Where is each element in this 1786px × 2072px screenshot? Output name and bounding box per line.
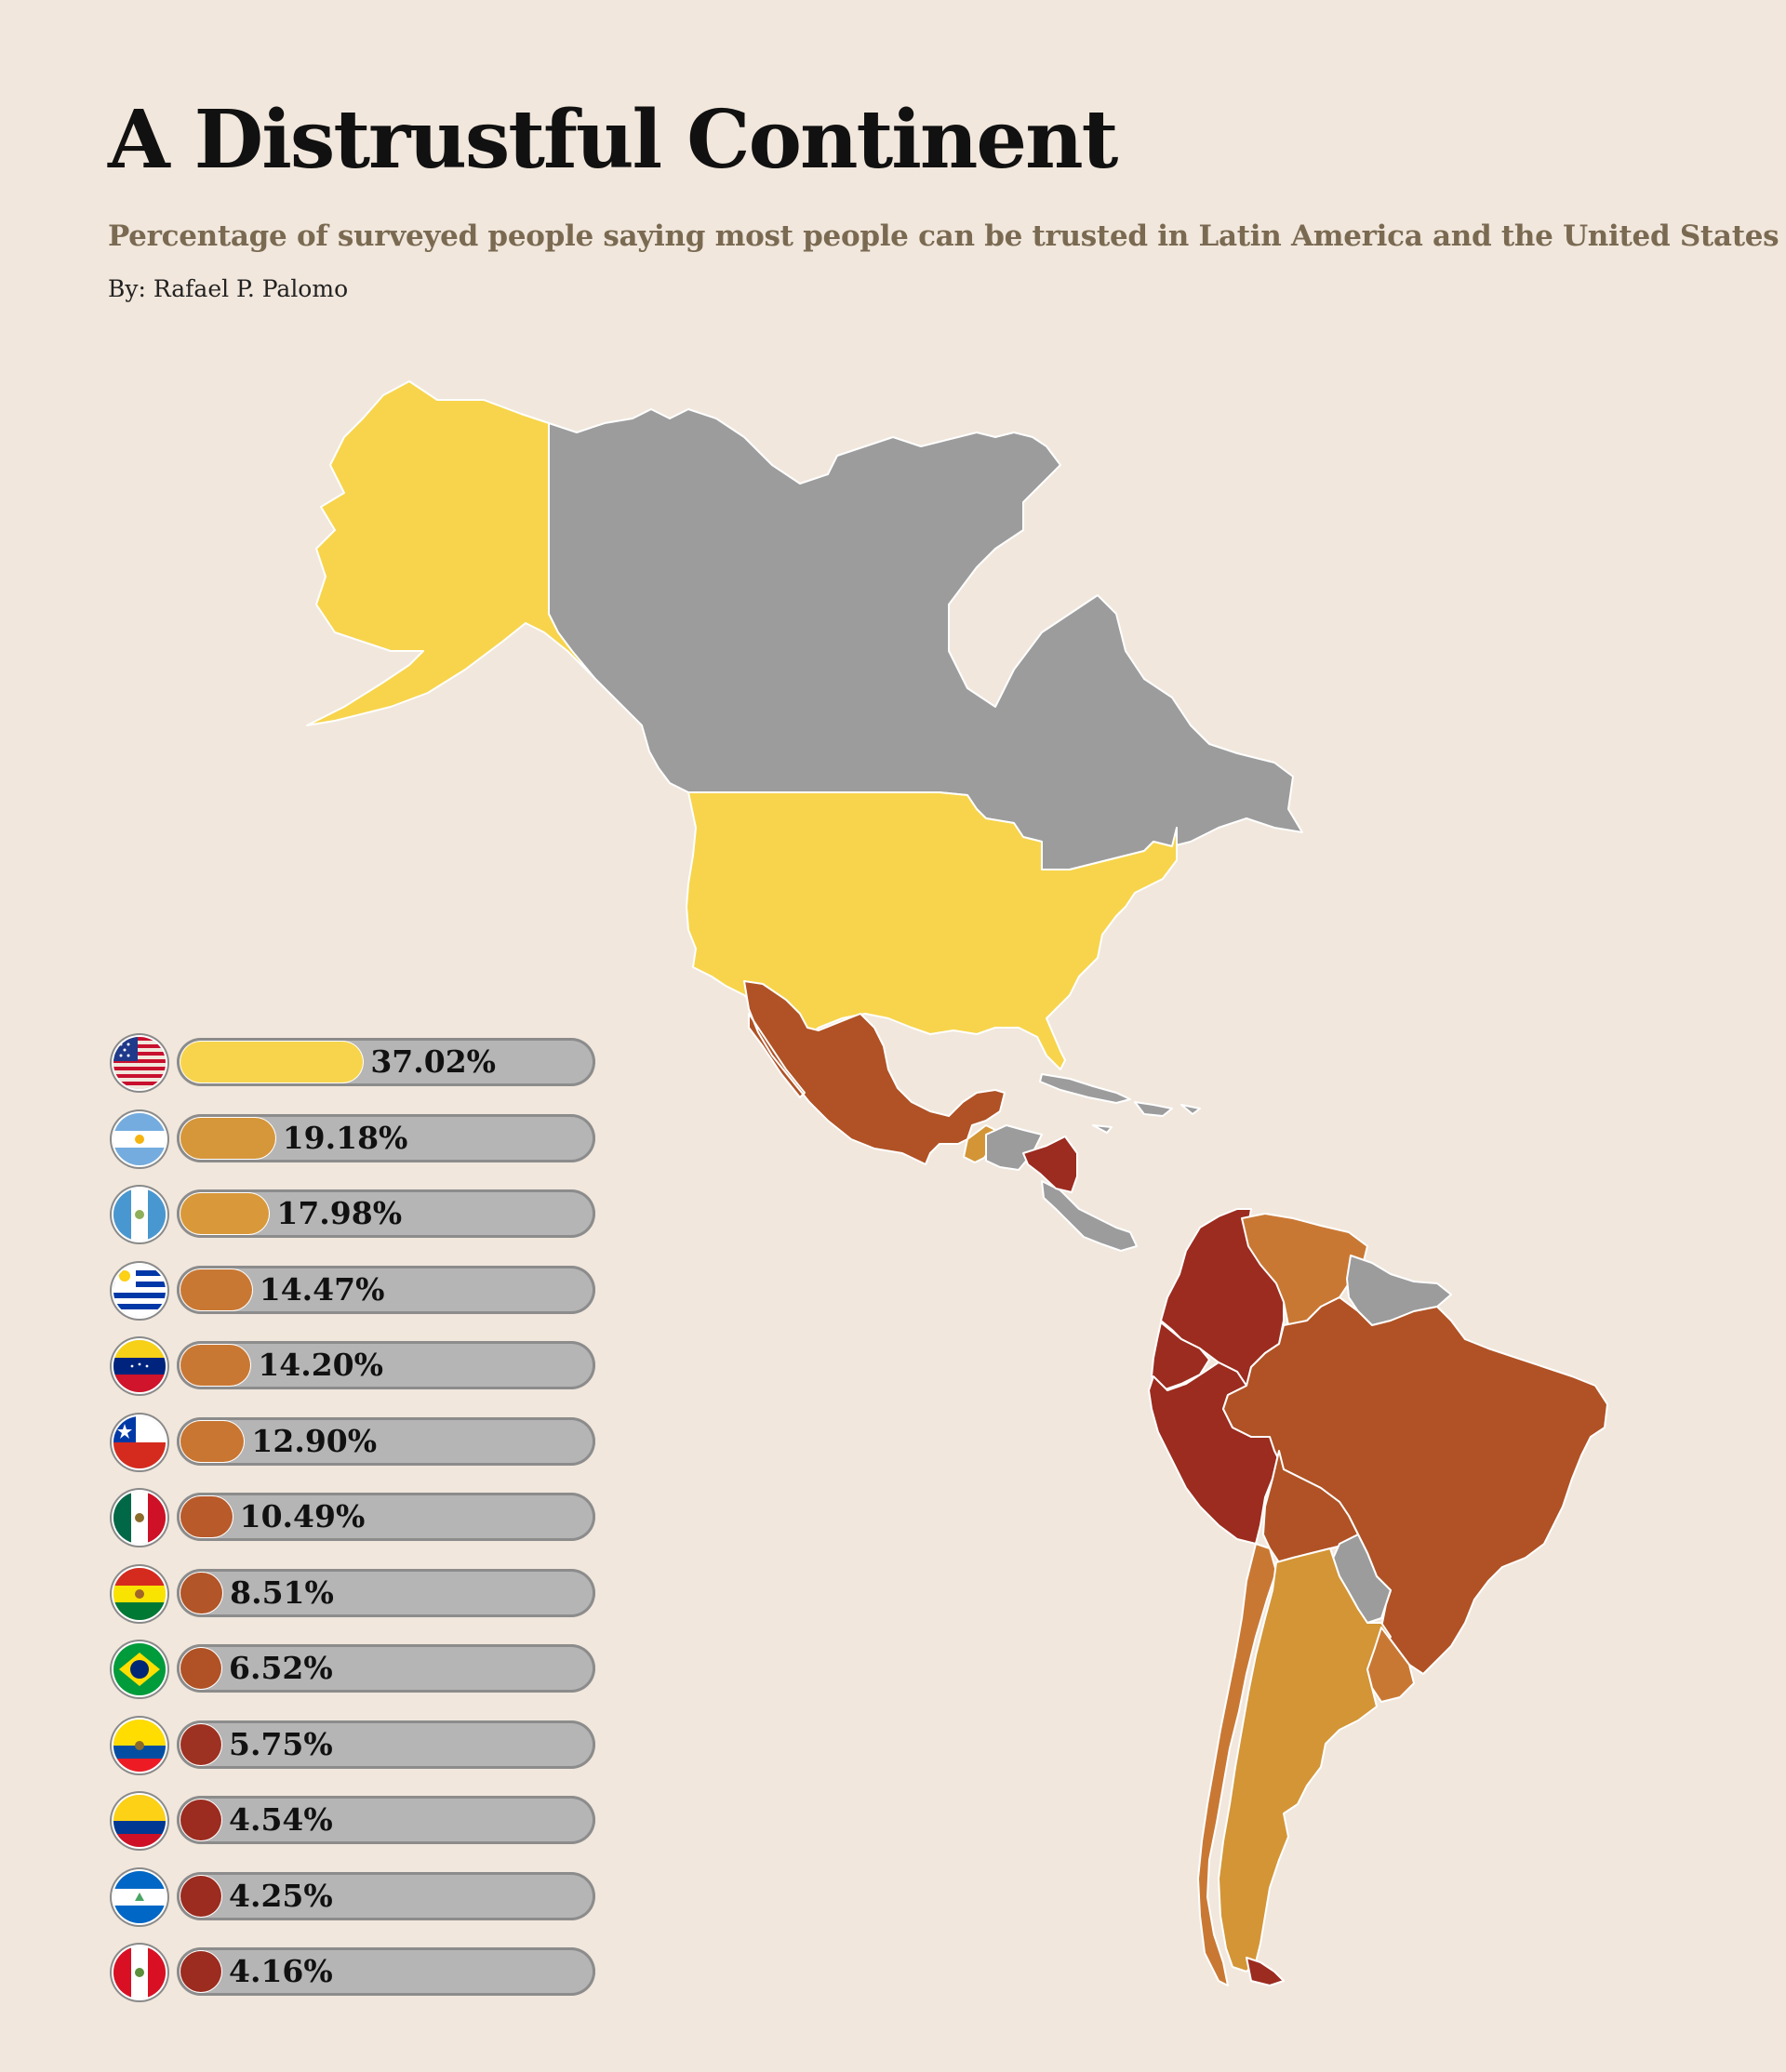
data-label: 6.52% xyxy=(229,1650,333,1686)
bar xyxy=(180,1193,270,1234)
map-subtitle: Percentage of surveyed people saying mos… xyxy=(108,219,1779,253)
guatemala-flag-icon xyxy=(113,1189,166,1241)
map-region xyxy=(1151,1322,1210,1391)
legend-row: 10.49% xyxy=(113,1491,597,1545)
bar xyxy=(180,1875,221,1917)
legend-row: 6.52% xyxy=(113,1642,597,1696)
data-label: 4.25% xyxy=(229,1877,333,1914)
venezuela-flag-icon xyxy=(113,1340,166,1392)
legend-row: 17.98% xyxy=(113,1188,597,1242)
bar xyxy=(180,1420,245,1462)
data-label: 4.54% xyxy=(229,1801,333,1838)
bar xyxy=(180,1268,252,1310)
bar-track: 19.18% xyxy=(177,1113,595,1162)
nicaragua-flag-icon xyxy=(113,1870,166,1923)
data-label: 17.98% xyxy=(276,1195,403,1231)
legend-row: 8.51% xyxy=(113,1567,597,1621)
legend-row: 4.54% xyxy=(113,1794,597,1848)
bar-track: 10.49% xyxy=(177,1493,595,1541)
legend-row: 12.90% xyxy=(113,1415,597,1469)
bar-track: 14.47% xyxy=(177,1265,595,1314)
bar xyxy=(180,1496,233,1537)
map-region xyxy=(1366,1627,1415,1703)
uruguay-flag-icon xyxy=(113,1264,166,1317)
colombia-flag-icon xyxy=(113,1795,166,1847)
map-title: A Distrustful Continent xyxy=(108,93,1118,187)
bar-track: 4.16% xyxy=(177,1947,595,1996)
map-region xyxy=(743,980,1006,1165)
chile-flag-icon xyxy=(113,1415,166,1468)
mexico-flag-icon xyxy=(113,1492,166,1544)
bar-track: 5.75% xyxy=(177,1720,595,1769)
map-region xyxy=(1197,1543,1277,1986)
map-region xyxy=(1039,1073,1201,1134)
byline: By: Rafael P. Palomo xyxy=(108,275,349,302)
legend-row: 19.18% xyxy=(113,1112,597,1166)
bar-track: 14.20% xyxy=(177,1341,595,1389)
bar xyxy=(180,1951,221,1992)
us-flag-icon xyxy=(113,1037,166,1089)
legend-row: 14.20% xyxy=(113,1339,597,1393)
bar-track: 4.25% xyxy=(177,1871,595,1920)
bar xyxy=(180,1648,221,1689)
map-region xyxy=(1246,1957,1285,1986)
legend-row: 37.02% xyxy=(113,1036,597,1090)
bar-track: 12.90% xyxy=(177,1416,595,1466)
bar xyxy=(180,1117,275,1159)
bar xyxy=(180,1572,223,1614)
data-label: 10.49% xyxy=(239,1498,366,1534)
data-label: 4.16% xyxy=(229,1953,333,1989)
data-label: 37.02% xyxy=(370,1043,497,1080)
bar-track: 8.51% xyxy=(177,1568,595,1617)
bar xyxy=(180,1800,221,1840)
data-label: 19.18% xyxy=(282,1119,408,1156)
bar-track: 37.02% xyxy=(177,1038,595,1086)
map-region xyxy=(1022,1136,1078,1193)
peru-flag-icon xyxy=(113,1946,166,1999)
bar xyxy=(180,1042,364,1082)
bar xyxy=(180,1723,221,1765)
map-region xyxy=(1218,1547,1392,1972)
legend-row: 4.16% xyxy=(113,1946,597,1999)
map-region xyxy=(1222,1296,1608,1675)
data-label: 14.20% xyxy=(258,1347,384,1383)
data-label: 8.51% xyxy=(230,1574,334,1611)
brazil-flag-icon xyxy=(113,1643,166,1695)
legend-row: 4.25% xyxy=(113,1870,597,1924)
bar xyxy=(180,1345,251,1386)
map-region xyxy=(686,791,1178,1070)
legend-row: 5.75% xyxy=(113,1719,597,1773)
bolivia-flag-icon xyxy=(113,1567,166,1620)
ecuador-flag-icon xyxy=(113,1719,166,1772)
bar-track: 6.52% xyxy=(177,1644,595,1693)
bar-track: 4.54% xyxy=(177,1796,595,1844)
data-label: 5.75% xyxy=(229,1725,333,1762)
data-label: 12.90% xyxy=(251,1422,378,1459)
legend-row: 14.47% xyxy=(113,1264,597,1318)
data-label: 14.47% xyxy=(259,1270,385,1308)
argentina-flag-icon xyxy=(113,1112,166,1165)
bar-track: 17.98% xyxy=(177,1189,595,1238)
